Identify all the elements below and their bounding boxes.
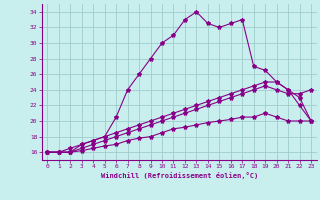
X-axis label: Windchill (Refroidissement éolien,°C): Windchill (Refroidissement éolien,°C) [100, 172, 258, 179]
